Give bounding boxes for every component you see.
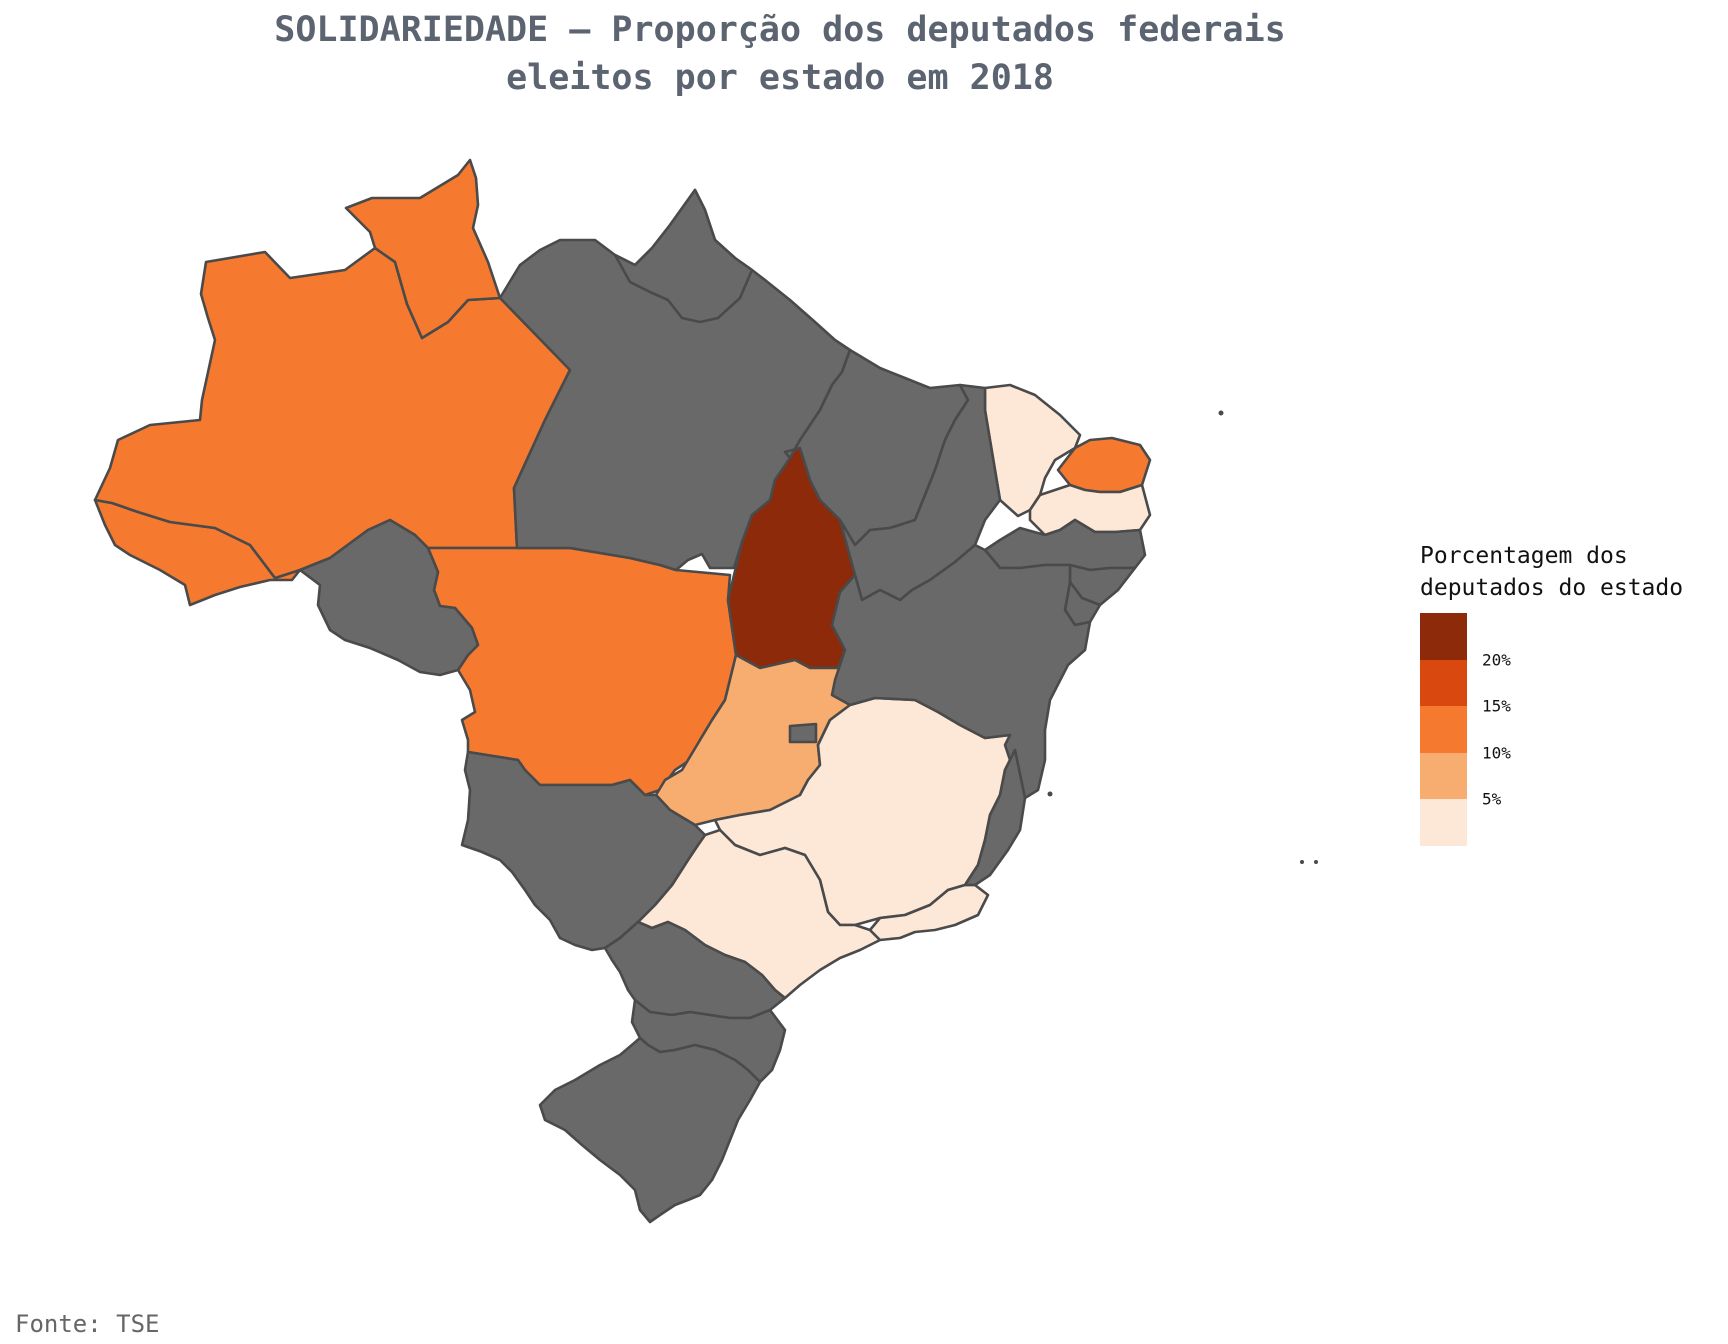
- legend-title-line-1: Porcentagem dos: [1420, 543, 1628, 569]
- chart-title: SOLIDARIEDADE – Proporção dos deputados …: [0, 6, 1560, 102]
- state-rj: [868, 883, 990, 942]
- legend: Porcentagem dos deputados do estado 20% …: [1420, 540, 1683, 846]
- source-note: Fonte: TSE: [15, 1310, 160, 1338]
- legend-title: Porcentagem dos deputados do estado: [1420, 540, 1683, 604]
- legend-tick-10: 10%: [1482, 743, 1511, 762]
- legend-swatch-over-20: [1420, 613, 1467, 660]
- legend-color-bar: 20% 15% 10% 5%: [1420, 613, 1511, 846]
- title-line-2: eleitos por estado em 2018: [506, 58, 1054, 98]
- state-df: [788, 722, 818, 744]
- title-line-1: SOLIDARIEDADE – Proporção dos deputados …: [274, 10, 1286, 50]
- legend-title-line-2: deputados do estado: [1420, 575, 1684, 601]
- state-ms: [460, 750, 707, 952]
- state-ba: [830, 543, 1092, 800]
- state-ro: [298, 518, 480, 677]
- island-fernando-de-noronha: [1218, 410, 1224, 416]
- legend-swatch-15-20: [1420, 659, 1467, 706]
- legend-tick-20: 20%: [1482, 650, 1511, 669]
- legend-swatch-5-10: [1420, 752, 1467, 799]
- legend-tick-15: 15%: [1482, 696, 1511, 716]
- legend-tick-5: 5%: [1482, 789, 1502, 809]
- island-abrolhos: [1047, 791, 1053, 797]
- legend-swatch-0-5: [1420, 799, 1467, 846]
- state-rr: [344, 158, 502, 340]
- state-es: [963, 748, 1027, 887]
- island-trindade: [1300, 860, 1304, 864]
- legend-swatch-10-15: [1420, 706, 1467, 753]
- state-rs: [538, 1036, 762, 1224]
- island-martin-vaz: [1314, 860, 1318, 864]
- state-ap: [613, 188, 754, 324]
